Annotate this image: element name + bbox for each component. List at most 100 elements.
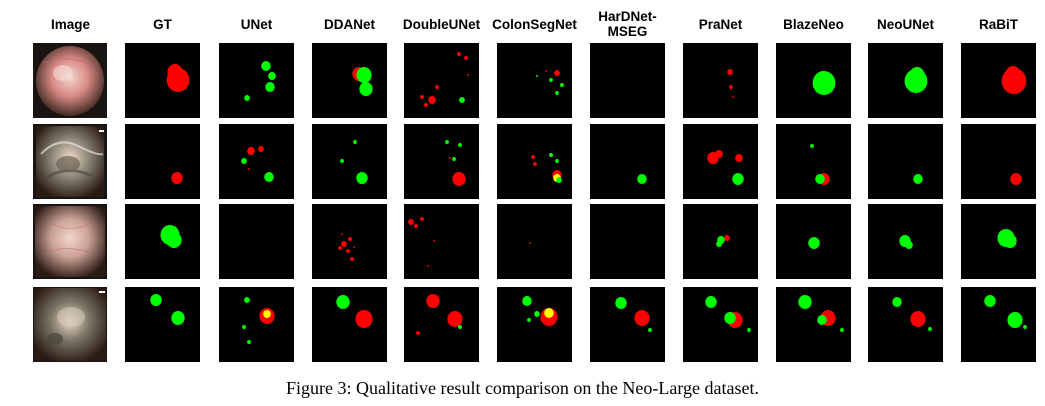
non-neoplastic-region (242, 325, 246, 329)
non-neoplastic-region (359, 82, 373, 96)
non-neoplastic-region (556, 177, 562, 183)
non-neoplastic-region (984, 295, 996, 307)
non-neoplastic-region (244, 297, 250, 303)
non-neoplastic-region (913, 174, 923, 184)
neoplastic-region (452, 172, 466, 186)
non-neoplastic-region (816, 71, 830, 85)
neoplastic-region (248, 168, 250, 170)
neoplastic-region (724, 235, 730, 241)
mask-doubleunet-row-2 (404, 124, 479, 199)
mask-gt-row-3 (125, 204, 200, 279)
mask-neounet-row-1 (868, 43, 943, 118)
neoplastic-region (727, 69, 733, 75)
mask-neounet-row-2 (868, 124, 943, 199)
neoplastic-region (449, 157, 451, 159)
non-neoplastic-region (716, 241, 722, 247)
neoplastic-region (910, 311, 926, 327)
endoscopy-image-row-4 (33, 287, 107, 362)
mask-colonsegnet-row-4 (497, 287, 572, 362)
non-neoplastic-region (648, 328, 652, 332)
non-neoplastic-region (268, 72, 276, 80)
neoplastic-region (247, 147, 255, 155)
neoplastic-region (167, 64, 183, 80)
column-header-hardnet-mseg: HarDNet- MSEG (598, 9, 657, 39)
non-neoplastic-region (458, 325, 462, 329)
mask-unet-row-3 (219, 204, 294, 279)
overlap-region (544, 308, 554, 318)
neoplastic-region (346, 249, 350, 253)
non-neoplastic-region (817, 315, 827, 325)
column-header-gt: GT (153, 16, 172, 32)
mask-ddanet-row-2 (312, 124, 387, 199)
neoplastic-region (467, 74, 469, 76)
mask-blazeneo-row-1 (776, 43, 851, 118)
mask-ddanet-row-3 (312, 204, 387, 279)
mask-doubleunet-row-3 (404, 204, 479, 279)
non-neoplastic-region (615, 297, 627, 309)
non-neoplastic-region (534, 311, 540, 317)
non-neoplastic-region (1007, 312, 1023, 328)
non-neoplastic-region (747, 328, 751, 332)
neoplastic-region (634, 310, 650, 326)
non-neoplastic-region (549, 153, 553, 157)
non-neoplastic-region (522, 296, 532, 306)
non-neoplastic-region (840, 328, 844, 332)
non-neoplastic-region (732, 173, 744, 185)
column-header-pranet: PraNet (698, 16, 743, 32)
mask-pranet-row-3 (683, 204, 758, 279)
mask-rabit-row-4 (961, 287, 1036, 362)
neoplastic-region (1005, 66, 1021, 82)
neoplastic-region (338, 246, 342, 250)
column-header-unet: UNet (240, 16, 273, 32)
non-neoplastic-region (264, 172, 274, 182)
neoplastic-region (426, 294, 440, 308)
mask-blazeneo-row-2 (776, 124, 851, 199)
non-neoplastic-region (261, 61, 271, 71)
non-neoplastic-region (905, 241, 913, 249)
neoplastic-region (416, 331, 420, 335)
mask-doubleunet-row-1 (404, 43, 479, 118)
neoplastic-region (420, 217, 424, 221)
non-neoplastic-region (810, 144, 814, 148)
neoplastic-region (408, 219, 414, 225)
mask-hardnet-mseg-row-1 (590, 43, 665, 118)
mask-neounet-row-3 (868, 204, 943, 279)
mask-gt-row-4 (125, 287, 200, 362)
mask-hardnet-mseg-row-3 (590, 204, 665, 279)
mask-colonsegnet-row-1 (497, 43, 572, 118)
column-header-doubleunet: DoubleUNet (402, 16, 481, 32)
mask-ddanet-row-4 (312, 287, 387, 362)
non-neoplastic-region (353, 140, 357, 144)
neoplastic-region (531, 155, 535, 159)
non-neoplastic-region (555, 159, 559, 163)
neoplastic-region (348, 237, 352, 241)
non-neoplastic-region (241, 158, 247, 164)
neoplastic-region (433, 240, 435, 242)
non-neoplastic-region (265, 82, 275, 92)
neoplastic-region (735, 154, 743, 162)
non-neoplastic-region (336, 295, 350, 309)
endoscopy-image-row-1 (33, 43, 107, 118)
neoplastic-region (554, 70, 560, 76)
mask-unet-row-1 (219, 43, 294, 118)
mask-colonsegnet-row-3 (497, 204, 572, 279)
non-neoplastic-region (536, 75, 538, 77)
neoplastic-region (353, 246, 355, 248)
neoplastic-region (447, 311, 463, 327)
non-neoplastic-region (527, 318, 531, 322)
mask-hardnet-mseg-row-2 (590, 124, 665, 199)
mask-pranet-row-1 (683, 43, 758, 118)
mask-blazeneo-row-3 (776, 204, 851, 279)
mask-rabit-row-2 (961, 124, 1036, 199)
column-header-neounet: NeoUNet (876, 16, 934, 32)
neoplastic-region (732, 96, 734, 98)
non-neoplastic-region (452, 157, 456, 161)
neoplastic-region (457, 52, 461, 56)
non-neoplastic-region (637, 174, 647, 184)
non-neoplastic-region (166, 232, 182, 248)
neoplastic-region (420, 95, 424, 99)
non-neoplastic-region (458, 143, 462, 147)
non-neoplastic-region (1003, 234, 1017, 248)
non-neoplastic-region (340, 159, 344, 163)
